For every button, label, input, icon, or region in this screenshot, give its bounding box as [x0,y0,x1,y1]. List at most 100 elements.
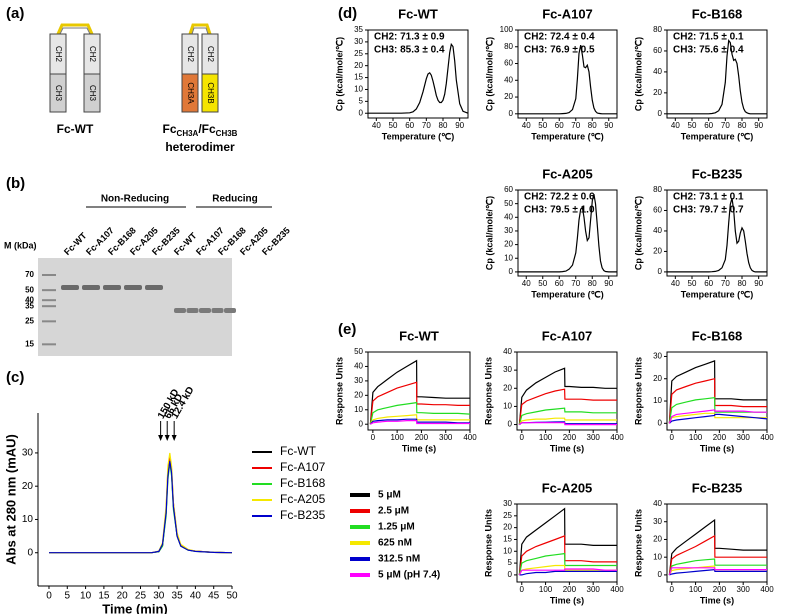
x-tick-label: 300 [587,433,601,442]
x-tick-label: 70 [571,121,580,130]
data-line [49,456,233,554]
annotation: CH3: 76.9 ± 0.5 [524,45,595,56]
y-tick-label: 15 [354,73,363,82]
panel-label: (c) [6,369,24,386]
y-tick-label: 100 [500,25,514,34]
legend-label: Fc-WT [280,444,317,458]
x-tick-label: 50 [226,591,238,602]
y-axis-label: Cp (kcal/mole/℃) [633,196,643,270]
x-tick-label: 0 [670,433,675,442]
data-line [369,414,470,425]
plot-frame [666,351,768,431]
data-line [518,552,617,576]
legend-label: 5 μM (pH 7.4) [378,570,440,581]
y-tick-label: 0 [508,420,513,429]
x-tick-label: 60 [704,279,713,288]
chart-title: Fc-WT [399,328,439,343]
data-line [518,507,617,575]
x-tick-label: 25 [135,591,147,602]
x-tick-label: 400 [463,433,477,442]
y-tick-label: 10 [503,402,512,411]
data-line [369,359,470,425]
plot-frame [666,29,768,119]
group-label: Reducing [212,194,258,205]
x-tick-label: 40 [671,279,680,288]
y-axis-label: Cp (kcal/mole/℃) [484,37,494,111]
data-line [668,558,767,576]
x-tick-label: 80 [588,121,597,130]
marker-label: 50 [25,285,34,294]
marker-band [42,289,56,292]
x-axis-label: Time (s) [700,595,734,605]
marker-band [42,299,56,302]
marker-label: 70 [25,270,34,279]
lane-label: Fc-WT [62,230,89,257]
panel-label: (e) [338,321,356,338]
data-line [370,420,470,425]
data-line [368,42,469,114]
y-axis-label: Response Units [633,509,643,577]
y-tick-label: 20 [653,88,662,97]
chart-title: Fc-B168 [692,6,743,21]
y-tick-label: 10 [653,552,662,561]
data-line [518,367,617,425]
x-tick-label: 200 [563,585,577,594]
domain [201,73,219,113]
y-tick-label: 30 [354,376,363,385]
x-tick-label: 35 [172,591,184,602]
annotation-arrowhead [158,435,164,441]
x-tick-label: 60 [555,279,564,288]
y-tick-label: 0 [509,267,514,276]
annotation: CH3: 75.6 ± 0.4 [673,45,744,56]
data-line [519,570,617,576]
legend-label: Fc-A107 [280,460,326,474]
y-tick-label: 0 [658,418,663,427]
y-axis-label: Abs at 280 nm (mAU) [3,434,18,565]
marker-label: 15 [25,339,34,348]
y-tick-label: 30 [503,499,512,508]
x-tick-label: 50 [688,279,697,288]
y-tick-label: 10 [22,514,34,525]
label-part: Fc [163,122,177,136]
label-subscript: CH3A [177,129,199,138]
x-tick-label: 45 [208,591,220,602]
chart-title: Fc-WT [398,6,438,21]
x-tick-label: 0 [46,591,52,602]
data-line [49,459,233,554]
data-line [518,193,617,273]
domain [83,73,101,113]
x-axis-label: Time (s) [550,595,584,605]
domain-label: CH3B [206,82,215,103]
data-line [519,422,617,426]
y-axis-label: Response Units [483,509,493,577]
x-tick-label: 80 [738,121,747,130]
y-tick-label: 40 [503,347,512,356]
y-axis-label: Response Units [633,357,643,425]
x-tick-label: 400 [760,585,774,594]
x-tick-label: 300 [439,433,453,442]
annotation: CH3: 85.3 ± 0.4 [374,45,445,56]
x-axis-label: Temperature (℃) [531,131,603,141]
y-tick-label: 10 [653,396,662,405]
x-tick-label: 0 [371,433,376,442]
x-tick-label: 90 [604,121,613,130]
panel-label: (d) [338,5,357,22]
data-line [518,44,617,115]
y-tick-label: 10 [354,85,363,94]
band [174,308,186,313]
y-axis-label: Response Units [334,357,344,425]
x-tick-label: 400 [760,433,774,442]
marker-label: 35 [25,301,34,310]
y-tick-label: 50 [504,199,513,208]
annotation: CH2: 72.2 ± 0.6 [524,192,595,203]
data-line [518,564,617,576]
y-tick-label: 20 [503,523,512,532]
data-line [518,417,617,425]
label-subscript: CH3B [216,129,238,138]
x-axis-label: Time (s) [402,443,436,453]
x-tick-label: 90 [754,279,763,288]
y-tick-label: 30 [653,352,662,361]
y-axis-label: Cp (kcal/mole/℃) [334,37,344,111]
x-axis-label: Temperature (℃) [531,289,603,299]
